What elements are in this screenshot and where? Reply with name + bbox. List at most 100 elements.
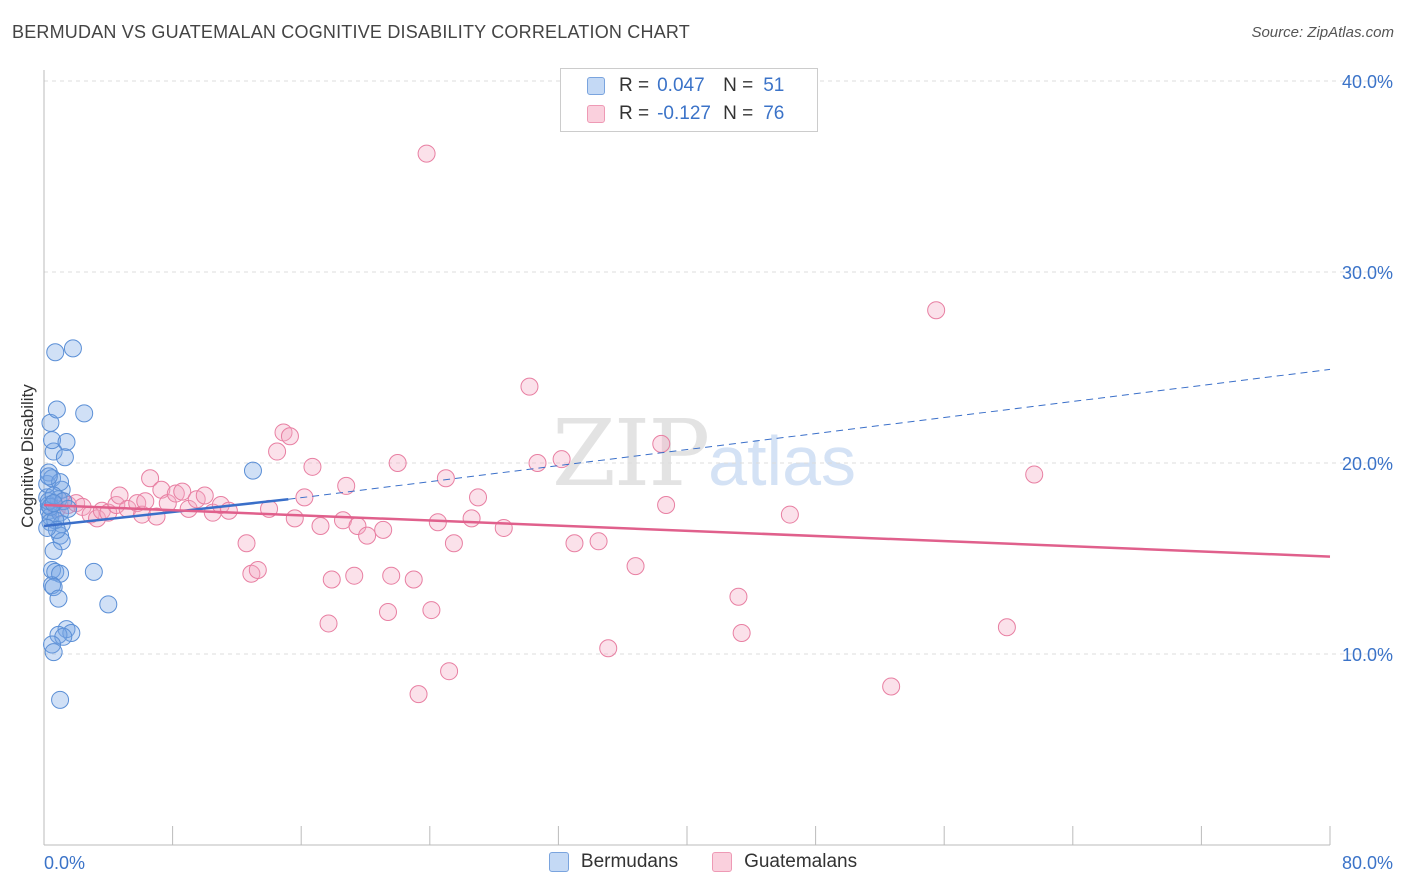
guatemalan-point	[388, 454, 407, 472]
guatemalan-point	[422, 601, 441, 620]
guatemalan-point	[136, 492, 155, 511]
guatemalan-point	[319, 614, 338, 633]
guatemalan-point	[657, 496, 676, 515]
source-label: Source: ZipAtlas.com	[1251, 24, 1394, 41]
guatemalan-point	[409, 685, 428, 704]
guatemalan-point	[462, 509, 481, 528]
guatemalan-point	[110, 486, 129, 505]
guatemalan-point	[280, 427, 299, 446]
bermudan-point	[38, 518, 57, 537]
guatemalan-point	[444, 534, 463, 553]
watermark-atlas: atlas	[708, 422, 857, 500]
guatemalan-point	[436, 469, 455, 488]
guatemalan-point	[1025, 465, 1044, 484]
guatemalan-point	[652, 434, 671, 453]
guatemalan-point	[997, 618, 1016, 637]
bermudan-point	[44, 643, 63, 662]
guatemalan-point	[345, 566, 364, 585]
y-tick-label: 40.0%	[1342, 72, 1393, 92]
guatemalan-point	[374, 520, 393, 539]
bermudan-point	[63, 339, 82, 358]
x-tick-label: 80.0%	[1342, 853, 1393, 873]
guatemalan-point	[780, 505, 799, 524]
guatemalan-point	[237, 534, 256, 553]
guatemalan-point	[552, 450, 571, 469]
guatemalan-point	[927, 301, 946, 320]
guatemalan-point	[173, 482, 192, 501]
series-legend-guatemalans[interactable]: Guatemalans	[712, 851, 857, 873]
series-swatch-pink	[712, 852, 733, 872]
guatemalan-point	[417, 144, 436, 163]
guatemalan-point	[379, 602, 398, 621]
bermudan-point	[44, 442, 63, 461]
watermark-zip: ZIP	[552, 400, 710, 507]
guatemalan-point	[337, 476, 356, 495]
legend-r-label: R =	[619, 103, 650, 124]
series-swatch-blue	[548, 852, 569, 872]
guatemalan-point	[882, 677, 901, 696]
guatemalan-point	[141, 469, 160, 488]
bermudan-point	[44, 578, 63, 597]
guatemalan-point	[358, 526, 377, 545]
guatemalan-point	[322, 570, 341, 589]
bermudan-point	[39, 467, 58, 486]
bermudan-point	[49, 589, 68, 608]
bermudan-point	[51, 690, 70, 709]
y-axis-label: Cognitive Disability	[18, 384, 37, 528]
series-label: Bermudans	[580, 851, 679, 872]
legend-row-bermudans: R = 0.047 N = 51	[587, 73, 784, 99]
bermudan-point	[75, 404, 94, 423]
bermudan-point	[55, 448, 74, 467]
guatemalan-point	[565, 534, 584, 553]
guatemalan-point	[404, 570, 423, 589]
series-label: Guatemalans	[744, 851, 858, 872]
bermudan-point	[99, 595, 118, 614]
bermudan-trend-extension	[288, 368, 1331, 500]
legend-swatch-blue	[587, 77, 605, 95]
guatemalan-point	[469, 488, 488, 507]
legend-r-label: R =	[619, 75, 650, 96]
bermudan-point	[46, 343, 65, 362]
legend-r-value: 0.047	[657, 75, 705, 96]
guatemalan-point	[303, 457, 322, 476]
y-tick-label: 10.0%	[1342, 645, 1393, 665]
guatemalan-point	[195, 486, 214, 505]
correlation-legend: R = 0.047 N = 51 R = -0.127 N = 76	[560, 68, 818, 132]
guatemalan-point	[440, 662, 459, 681]
guatemalan-point	[729, 587, 748, 606]
legend-n-value: 76	[763, 103, 785, 124]
guatemalan-point	[589, 532, 608, 551]
chart-title: BERMUDAN VS GUATEMALAN COGNITIVE DISABIL…	[12, 22, 690, 42]
guatemalan-point	[520, 377, 539, 396]
guatemalan-point	[311, 517, 330, 536]
bermudan-point	[57, 432, 76, 451]
y-tick-label: 30.0%	[1342, 263, 1393, 283]
guatemalan-point	[166, 484, 185, 503]
legend-n-label: N =	[723, 103, 754, 124]
legend-swatch-pink	[587, 105, 605, 123]
legend-row-guatemalans: R = -0.127 N = 76	[587, 101, 784, 127]
bermudan-point	[84, 562, 103, 581]
legend-r-value: -0.127	[657, 103, 711, 124]
bermudan-point	[243, 461, 262, 480]
bermudan-point	[44, 486, 63, 505]
x-tick-label: 0.0%	[44, 853, 85, 873]
bermudan-point	[59, 499, 78, 518]
series-legend-bermudans[interactable]: Bermudans	[548, 851, 679, 873]
guatemalan-point	[248, 560, 267, 579]
guatemalan-trend-line	[43, 503, 1331, 558]
guatemalan-point	[599, 639, 618, 658]
bermudan-point	[47, 400, 66, 419]
y-tick-label: 20.0%	[1342, 454, 1393, 474]
bermudan-point	[43, 635, 62, 654]
guatemalan-point	[285, 509, 304, 528]
legend-n-value: 51	[763, 75, 785, 96]
series-legend: Bermudans Guatemalans	[0, 851, 1406, 873]
guatemalan-point	[732, 623, 751, 642]
legend-n-label: N =	[723, 75, 754, 96]
guatemalan-point	[626, 557, 645, 576]
bermudan-trend-line	[43, 498, 289, 528]
guatemalan-point	[382, 566, 401, 585]
guatemalan-point	[268, 442, 287, 461]
